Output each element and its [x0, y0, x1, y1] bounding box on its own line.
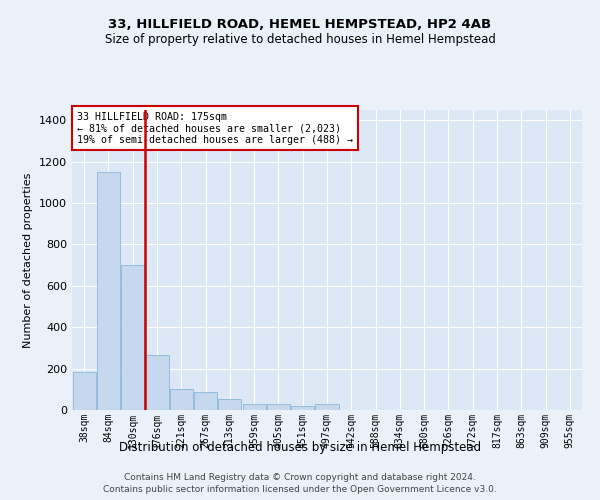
Text: Contains HM Land Registry data © Crown copyright and database right 2024.: Contains HM Land Registry data © Crown c… — [124, 473, 476, 482]
Bar — [218, 398, 241, 410]
Text: Size of property relative to detached houses in Hemel Hempstead: Size of property relative to detached ho… — [104, 32, 496, 46]
Y-axis label: Number of detached properties: Number of detached properties — [23, 172, 34, 348]
Bar — [73, 372, 95, 410]
Bar — [121, 265, 144, 410]
Bar — [291, 406, 314, 410]
Bar — [194, 392, 217, 410]
Bar — [267, 404, 290, 410]
Text: 33 HILLFIELD ROAD: 175sqm
← 81% of detached houses are smaller (2,023)
19% of se: 33 HILLFIELD ROAD: 175sqm ← 81% of detac… — [77, 112, 353, 144]
Bar — [316, 404, 338, 410]
Bar — [97, 172, 120, 410]
Bar — [145, 355, 169, 410]
Bar — [242, 404, 266, 410]
Bar — [170, 390, 193, 410]
Text: Contains public sector information licensed under the Open Government Licence v3: Contains public sector information licen… — [103, 486, 497, 494]
Text: Distribution of detached houses by size in Hemel Hempstead: Distribution of detached houses by size … — [119, 441, 481, 454]
Text: 33, HILLFIELD ROAD, HEMEL HEMPSTEAD, HP2 4AB: 33, HILLFIELD ROAD, HEMEL HEMPSTEAD, HP2… — [109, 18, 491, 30]
